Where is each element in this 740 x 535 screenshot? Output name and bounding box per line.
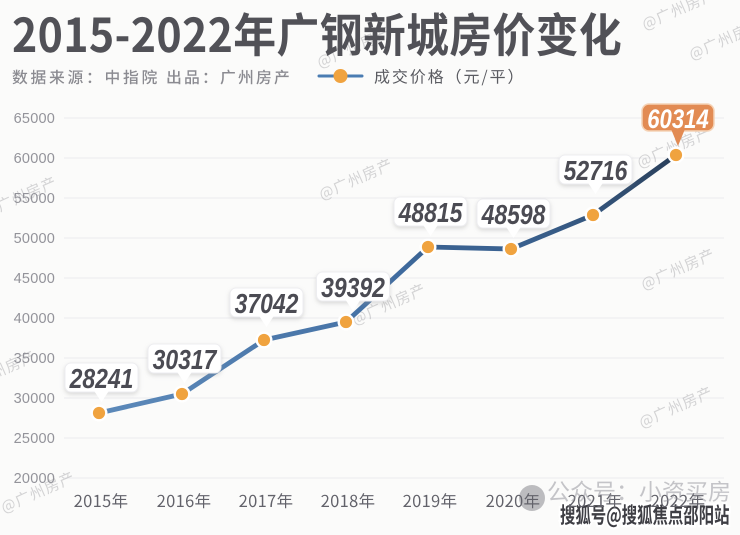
svg-text:60314: 60314 (647, 105, 709, 135)
svg-text:39392: 39392 (321, 273, 385, 304)
svg-text:35000: 35000 (14, 351, 55, 367)
svg-text:50000: 50000 (14, 231, 55, 247)
svg-text:37042: 37042 (235, 289, 299, 320)
svg-text:25000: 25000 (14, 431, 55, 447)
svg-text:30000: 30000 (14, 391, 55, 407)
svg-text:60000: 60000 (14, 151, 55, 167)
svg-text:48598: 48598 (481, 200, 546, 231)
svg-text:55000: 55000 (14, 191, 55, 207)
svg-text:45000: 45000 (14, 271, 55, 287)
svg-text:52716: 52716 (564, 156, 629, 187)
svg-text:48815: 48815 (398, 198, 463, 229)
svg-text:40000: 40000 (14, 311, 55, 327)
svg-text:65000: 65000 (14, 111, 55, 127)
svg-text:20000: 20000 (14, 471, 55, 487)
svg-text:28241: 28241 (69, 364, 134, 395)
svg-text:30317: 30317 (153, 345, 218, 376)
